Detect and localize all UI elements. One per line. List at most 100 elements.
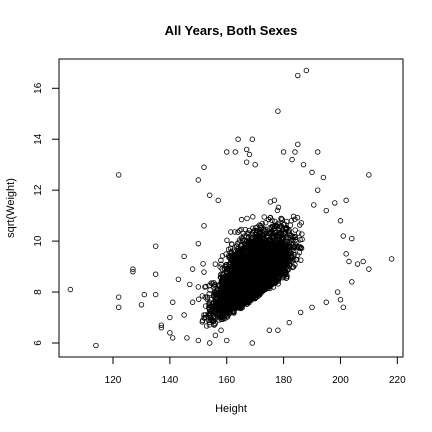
data-point	[207, 317, 214, 323]
data-point	[293, 242, 299, 248]
data-point	[283, 226, 289, 232]
data-point	[204, 296, 210, 302]
data-point	[235, 229, 241, 235]
data-point	[262, 226, 269, 233]
data-point	[221, 286, 228, 293]
data-point	[203, 283, 209, 290]
data-point	[222, 264, 229, 270]
data-point	[213, 292, 220, 298]
data-point	[224, 237, 230, 243]
data-point	[219, 291, 225, 297]
data-point	[203, 323, 210, 329]
data-point	[271, 197, 278, 203]
data-point	[238, 226, 244, 233]
data-point	[263, 241, 269, 248]
data-point	[195, 296, 202, 302]
data-point	[297, 222, 303, 228]
data-point	[224, 280, 231, 287]
data-point	[290, 247, 297, 254]
data-point	[291, 233, 298, 240]
data-point	[291, 251, 297, 258]
data-point	[200, 261, 206, 267]
data-point	[223, 251, 229, 257]
data-point	[249, 243, 255, 249]
data-point	[210, 303, 216, 309]
data-point	[286, 261, 293, 267]
data-point	[199, 317, 206, 324]
data-point	[206, 319, 213, 326]
data-point	[242, 226, 249, 233]
data-point	[202, 312, 209, 318]
data-point	[290, 264, 296, 270]
data-point	[262, 220, 269, 226]
data-point	[269, 242, 275, 248]
data-point	[206, 312, 212, 318]
data-point	[220, 293, 226, 299]
data-point	[211, 322, 217, 328]
data-point	[292, 216, 298, 222]
data-point	[253, 225, 259, 231]
data-point	[275, 281, 281, 287]
chart-title: All Years, Both Sexes	[165, 23, 298, 38]
data-point	[299, 236, 305, 243]
data-point	[218, 257, 224, 264]
data-point	[214, 300, 220, 307]
data-point	[287, 222, 294, 228]
data-point	[237, 227, 243, 234]
data-point	[276, 225, 283, 231]
data-point	[311, 202, 317, 208]
data-point	[259, 247, 266, 254]
data-point	[267, 214, 274, 221]
data-point	[223, 279, 229, 285]
data-point	[293, 256, 299, 263]
data-point	[272, 228, 278, 234]
data-point	[217, 264, 223, 270]
data-point	[244, 215, 250, 222]
data-point	[250, 214, 256, 220]
data-point	[235, 251, 242, 257]
data-point	[238, 216, 245, 223]
data-point	[292, 244, 298, 251]
data-point	[296, 244, 302, 251]
data-point	[284, 246, 291, 252]
data-point	[201, 269, 207, 275]
data-point	[299, 231, 305, 237]
data-point	[218, 261, 224, 267]
data-point	[296, 230, 302, 236]
data-point	[261, 214, 267, 220]
data-point	[212, 261, 218, 267]
data-point	[296, 249, 303, 256]
data-point	[227, 245, 234, 251]
data-point	[211, 279, 217, 286]
data-point	[298, 245, 305, 251]
data-point	[256, 238, 262, 245]
data-point	[247, 252, 253, 258]
data-point	[286, 230, 293, 236]
data-point	[212, 320, 218, 327]
data-point	[254, 233, 260, 240]
data-point	[294, 239, 300, 245]
data-point	[241, 237, 248, 244]
data-point	[199, 293, 206, 299]
data-point	[228, 229, 234, 235]
data-point	[241, 262, 247, 269]
data-point	[202, 303, 209, 309]
data-point	[269, 223, 276, 229]
data-point	[294, 215, 301, 221]
data-point	[211, 292, 218, 299]
data-point	[279, 216, 285, 223]
data-point	[226, 253, 232, 259]
data-point	[269, 217, 275, 224]
data-point	[283, 268, 289, 275]
data-point	[224, 265, 230, 271]
dense-point-cloud	[195, 197, 317, 329]
data-point	[275, 204, 282, 211]
data-point	[220, 307, 227, 313]
data-point	[282, 238, 288, 244]
data-point	[224, 314, 231, 320]
data-point	[237, 242, 244, 249]
data-point	[289, 252, 295, 259]
data-point	[204, 294, 211, 300]
data-point	[282, 251, 288, 257]
